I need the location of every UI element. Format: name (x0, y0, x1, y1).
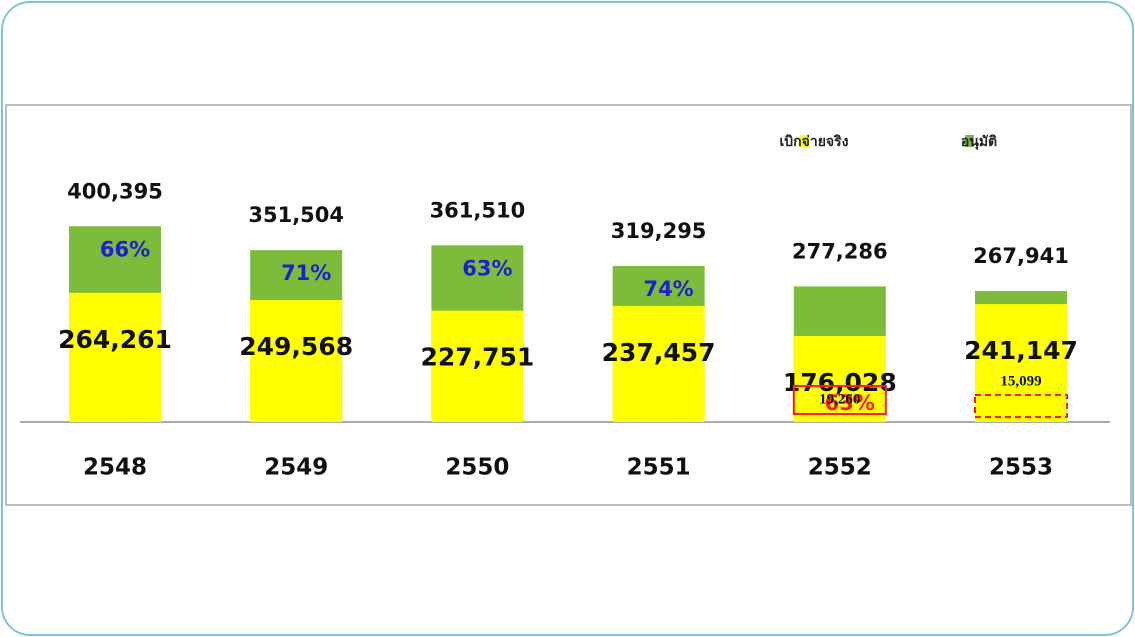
actual-label: 227,751 (420, 343, 534, 372)
x-tick-label: 2550 (445, 455, 509, 481)
x-tick-label: 2552 (808, 455, 872, 481)
actual-label: 249,568 (239, 332, 353, 361)
bar (975, 304, 1067, 422)
boxed-value-frame (792, 385, 887, 415)
plot-panel (5, 104, 1132, 506)
actual-label: 176,028 (783, 368, 897, 397)
total-label: 361,510 (430, 198, 526, 222)
legend-label: เบิกจ่ายจริง (780, 134, 849, 150)
actual-label: 264,261 (58, 325, 172, 354)
share-label: 66% (100, 237, 150, 261)
share-label: 74% (643, 277, 693, 301)
x-tick-label: 2548 (83, 455, 147, 481)
share-label: 71% (281, 261, 331, 285)
bar (431, 310, 524, 422)
bar (612, 305, 705, 422)
total-label: 277,286 (792, 239, 888, 263)
boxed-value-label: 19,260 (819, 391, 860, 407)
legend-swatch (800, 135, 809, 147)
actual-label: 237,457 (602, 338, 716, 367)
total-label: 400,395 (67, 179, 163, 203)
bar (69, 292, 161, 422)
share-label: 63% (825, 391, 875, 415)
legend-swatch (965, 135, 974, 147)
share-label: 63% (462, 256, 512, 280)
x-tick-label: 2553 (989, 455, 1053, 481)
total-label: 267,941 (973, 244, 1069, 268)
total-label: 351,504 (248, 203, 344, 227)
bar (250, 299, 343, 422)
boxed-value-label: 15,099 (1000, 373, 1041, 389)
legend-label: อนุมัติ (961, 134, 997, 150)
x-tick-label: 2551 (627, 455, 691, 481)
total-label: 319,295 (611, 219, 707, 243)
bar (793, 335, 886, 422)
boxed-value-frame (974, 394, 1068, 418)
x-tick-label: 2549 (264, 455, 328, 481)
actual-label: 241,147 (964, 336, 1078, 365)
